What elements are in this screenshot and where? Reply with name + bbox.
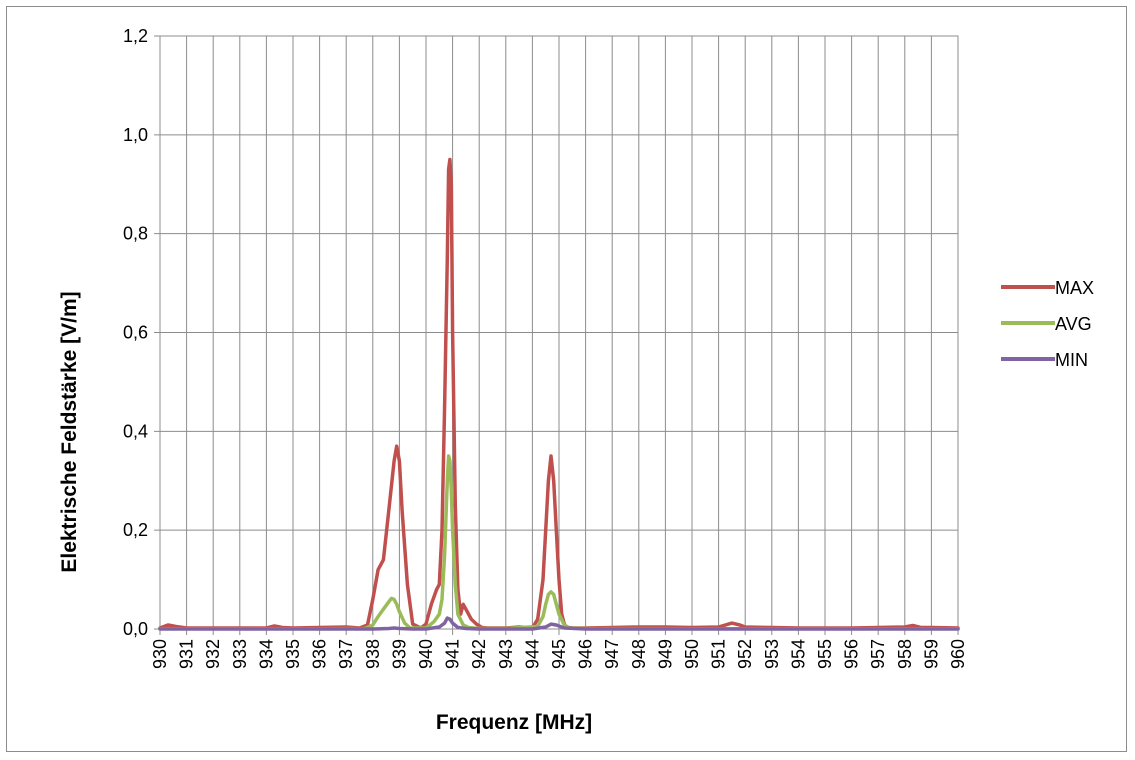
x-tick-label: 935 xyxy=(283,639,303,669)
y-tick-label: 0,2 xyxy=(123,520,148,540)
y-tick-label: 0,6 xyxy=(123,323,148,343)
x-tick-label: 956 xyxy=(842,639,862,669)
series-line-avg xyxy=(158,454,960,631)
x-tick-label: 936 xyxy=(310,639,330,669)
x-tick-label: 947 xyxy=(602,639,622,669)
legend-label-min: MIN xyxy=(1055,350,1088,370)
y-tick-label: 1,0 xyxy=(123,125,148,145)
y-tick-labels: 0,0 0,2 0,4 0,6 0,8 1,0 1,2 xyxy=(123,26,148,639)
x-tick-label: 938 xyxy=(363,639,383,669)
x-tick-label: 941 xyxy=(443,639,463,669)
x-tick-label: 937 xyxy=(336,639,356,669)
x-tick-label: 954 xyxy=(788,639,808,669)
y-tick-label: 0,4 xyxy=(123,421,148,441)
y-tick-label: 0,8 xyxy=(123,224,148,244)
legend: MAX AVG MIN xyxy=(1001,278,1094,370)
x-tick-label: 945 xyxy=(549,639,569,669)
y-tick-label: 1,2 xyxy=(123,26,148,46)
y-axis-title: Elektrische Feldstärke [V/m] xyxy=(58,291,81,572)
x-tick-label: 958 xyxy=(895,639,915,669)
x-tick-label: 942 xyxy=(469,639,489,669)
x-tick-label: 946 xyxy=(576,639,596,669)
x-tick-label: 959 xyxy=(921,639,941,669)
x-tick-label: 931 xyxy=(177,639,197,669)
x-tick-label: 939 xyxy=(389,639,409,669)
x-tick-label: 943 xyxy=(496,639,516,669)
x-tick-label: 960 xyxy=(948,639,968,669)
x-tick-label: 949 xyxy=(655,639,675,669)
x-tick-label: 952 xyxy=(735,639,755,669)
x-tick-label: 934 xyxy=(256,639,276,669)
x-tick-label: 933 xyxy=(230,639,250,669)
x-tick-label: 957 xyxy=(868,639,888,669)
legend-label-avg: AVG xyxy=(1055,314,1092,334)
x-tick-label: 955 xyxy=(815,639,835,669)
x-tick-label: 950 xyxy=(682,639,702,669)
x-tick-label: 944 xyxy=(522,639,542,669)
x-tick-labels: 930 931 932 933 934 935 936 937 938 939 940 941 942 9… xyxy=(150,639,968,669)
x-tick-label: 951 xyxy=(709,639,729,669)
grid-lines xyxy=(154,35,959,635)
series-line-min xyxy=(158,616,960,631)
x-tick-label: 948 xyxy=(629,639,649,669)
x-tick-label: 940 xyxy=(416,639,436,669)
x-tick-label: 953 xyxy=(762,639,782,669)
x-tick-label: 930 xyxy=(150,639,170,669)
x-tick-label: 932 xyxy=(203,639,223,669)
series-lines xyxy=(158,157,960,631)
x-axis-title: Frequenz [MHz] xyxy=(436,711,592,734)
legend-label-max: MAX xyxy=(1055,278,1094,298)
y-tick-label: 0,0 xyxy=(123,619,148,639)
